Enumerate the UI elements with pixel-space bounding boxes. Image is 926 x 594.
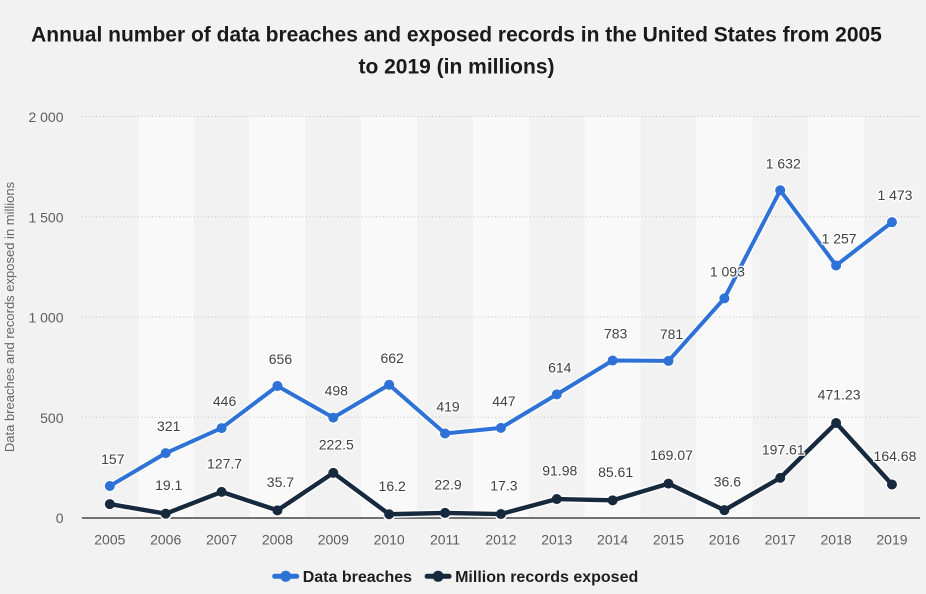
svg-text:Data breaches and records expo: Data breaches and records exposed in mil…: [2, 181, 17, 452]
svg-text:169.07: 169.07: [650, 447, 693, 463]
svg-text:498: 498: [325, 383, 349, 399]
svg-text:1 093: 1 093: [710, 263, 745, 279]
svg-text:Million records exposed: Million records exposed: [455, 569, 638, 586]
svg-text:157: 157: [101, 451, 125, 467]
svg-text:164.68: 164.68: [874, 448, 917, 464]
svg-text:2013: 2013: [541, 532, 572, 548]
svg-text:2011: 2011: [430, 532, 460, 548]
svg-text:781: 781: [660, 326, 684, 342]
svg-text:447: 447: [492, 393, 516, 409]
svg-text:2014: 2014: [597, 532, 628, 548]
svg-text:35.7: 35.7: [267, 474, 294, 490]
svg-text:0: 0: [56, 510, 64, 526]
svg-text:16.2: 16.2: [379, 478, 406, 494]
svg-text:22.9: 22.9: [434, 476, 461, 492]
svg-text:471.23: 471.23: [818, 387, 861, 403]
svg-text:656: 656: [269, 351, 293, 367]
svg-text:2 000: 2 000: [28, 109, 63, 125]
svg-text:2010: 2010: [374, 532, 405, 548]
svg-text:2012: 2012: [485, 532, 516, 548]
svg-text:2007: 2007: [206, 532, 237, 548]
svg-text:614: 614: [548, 359, 572, 375]
svg-text:36.6: 36.6: [714, 474, 741, 490]
svg-text:to 2019 (in millions): to 2019 (in millions): [358, 56, 554, 79]
svg-text:17.3: 17.3: [490, 478, 517, 494]
svg-text:500: 500: [40, 410, 64, 426]
svg-text:Annual number of data breaches: Annual number of data breaches and expos…: [31, 24, 882, 47]
svg-text:2019: 2019: [876, 532, 907, 548]
svg-text:85.61: 85.61: [598, 464, 633, 480]
svg-text:446: 446: [213, 393, 237, 409]
svg-text:2008: 2008: [262, 532, 293, 548]
svg-text:Data breaches: Data breaches: [303, 569, 412, 586]
svg-text:321: 321: [157, 418, 181, 434]
svg-text:2018: 2018: [821, 532, 852, 548]
svg-text:2009: 2009: [318, 532, 349, 548]
svg-text:1 632: 1 632: [766, 155, 801, 171]
svg-text:127.7: 127.7: [207, 455, 242, 471]
svg-text:783: 783: [604, 326, 628, 342]
svg-text:1 000: 1 000: [28, 310, 63, 326]
svg-text:222.5: 222.5: [319, 436, 354, 452]
svg-text:662: 662: [380, 350, 404, 366]
svg-text:1 257: 1 257: [822, 230, 857, 246]
svg-text:2006: 2006: [150, 532, 181, 548]
svg-text:1 473: 1 473: [877, 187, 912, 203]
svg-text:2016: 2016: [709, 532, 740, 548]
svg-text:91.98: 91.98: [542, 463, 577, 479]
svg-text:1 500: 1 500: [28, 209, 63, 225]
svg-text:19.1: 19.1: [155, 477, 182, 493]
svg-text:197.61: 197.61: [762, 441, 805, 457]
svg-text:2015: 2015: [653, 532, 684, 548]
svg-text:2017: 2017: [765, 532, 796, 548]
svg-text:419: 419: [436, 398, 460, 414]
svg-text:2005: 2005: [94, 532, 125, 548]
